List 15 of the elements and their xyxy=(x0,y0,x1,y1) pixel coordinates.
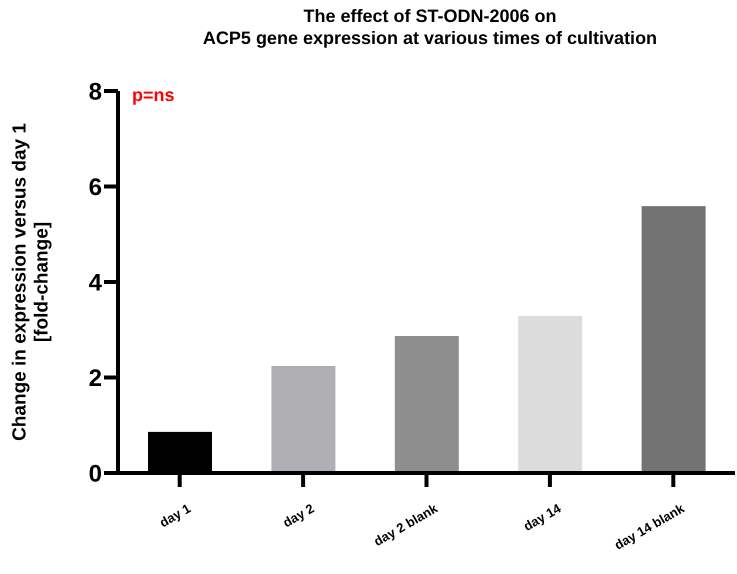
chart-title: The effect of ST-ODN-2006 on ACP5 gene expression at various times of cultivation xyxy=(202,6,658,48)
y-tick-label: 4 xyxy=(88,270,103,297)
bar xyxy=(271,366,336,473)
y-tick-label: 6 xyxy=(88,174,102,202)
y-tick-label: 0 xyxy=(88,460,102,488)
y-tick-label: 8 xyxy=(88,78,102,106)
x-tick-label: day 2 xyxy=(280,500,317,530)
bar xyxy=(642,206,706,473)
bar xyxy=(394,336,459,473)
bar xyxy=(518,316,582,473)
y-tick-label: 2 xyxy=(88,365,102,392)
x-tick-label: day 1 xyxy=(156,500,194,530)
y-axis-title: Change in expression versus day 1 [fold-change] xyxy=(10,122,52,441)
x-tick-label: day 14 xyxy=(520,500,564,534)
annotation: p=ns xyxy=(132,85,175,105)
